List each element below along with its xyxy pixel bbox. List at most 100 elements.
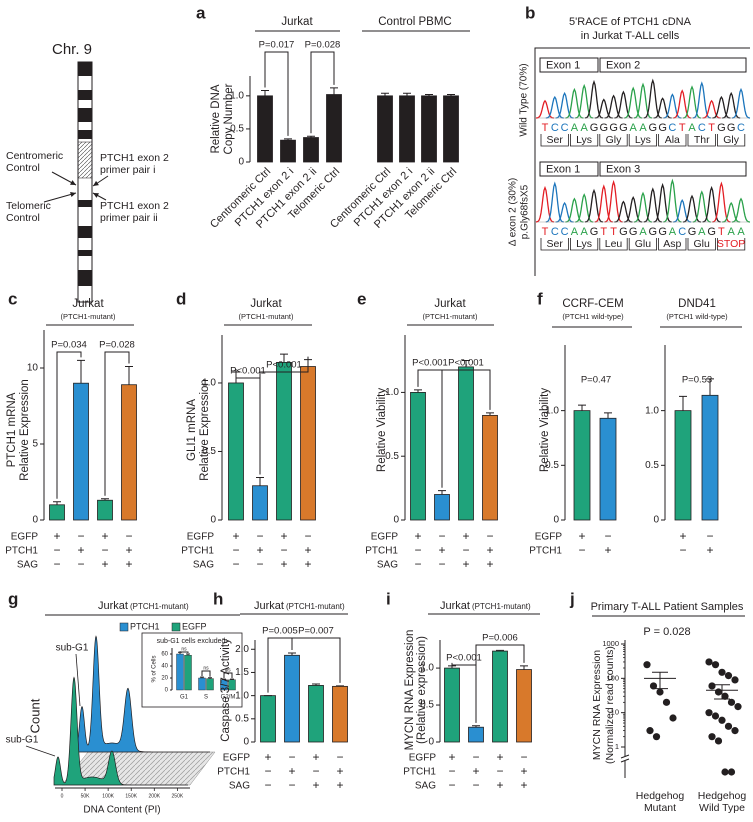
- p-value: P<0.001: [446, 653, 482, 664]
- condition-name: PTCH1: [365, 546, 398, 557]
- chromatogram-peak: [633, 191, 653, 223]
- data-point: [708, 682, 716, 690]
- amino-acid: STOP: [717, 238, 745, 250]
- significance-bracket: [179, 651, 189, 653]
- x-tick-label: Hedgehog Wild Type: [698, 790, 747, 814]
- chromatogram-peak: [653, 182, 672, 223]
- histogram-back: [77, 635, 210, 753]
- race-title: in Jurkat T-ALL cells: [581, 30, 680, 42]
- error-bar: [706, 378, 714, 396]
- base: A: [688, 122, 696, 134]
- chart-subtitle: (PTCH1-mutant): [472, 602, 531, 611]
- y-axis-label: MYCN RNA Expression: [404, 630, 416, 751]
- condition-sign: +: [125, 557, 132, 571]
- panel-label: a: [196, 3, 206, 22]
- significance-bracket: [264, 51, 289, 136]
- p-value: P<0.001: [412, 358, 448, 369]
- bar: [260, 695, 276, 743]
- panel-label: e: [357, 289, 366, 308]
- condition-name: SAG: [229, 781, 250, 792]
- y-axis-label: % of Cells: [152, 655, 158, 682]
- condition-sign: −: [101, 543, 108, 557]
- y-axis-label: (Normalized read counts): [604, 646, 616, 764]
- group-title: Jurkat: [281, 16, 313, 28]
- chromatogram-peak: [633, 82, 653, 119]
- p-value: P=0.005: [262, 626, 298, 637]
- data-point: [727, 768, 736, 776]
- condition-name: EGFP: [409, 753, 437, 764]
- base: G: [590, 226, 599, 238]
- pointer: [25, 745, 56, 757]
- chart-title: CCRF-CEM: [562, 298, 623, 310]
- bar: [49, 504, 65, 521]
- amino-acid: Gly: [723, 134, 740, 146]
- y-axis-label: Relative Expression: [19, 379, 31, 481]
- y-tick-label: 100: [606, 673, 619, 682]
- bar: [458, 366, 474, 521]
- exon-box: [599, 57, 747, 73]
- condition-sign: +: [280, 557, 287, 571]
- condition-name: PTCH1: [403, 767, 436, 778]
- exon-box: [599, 161, 747, 177]
- data-point: [721, 692, 729, 700]
- condition-sign: −: [125, 529, 132, 543]
- bar: [492, 650, 508, 743]
- bar: [198, 677, 206, 691]
- chart-title: Primary T-ALL Patient Samples: [591, 601, 744, 613]
- sem-bar: [652, 671, 668, 690]
- error-bar: [679, 395, 687, 411]
- condition-sign: −: [520, 750, 527, 764]
- condition-sign: +: [256, 543, 263, 557]
- chromatogram-peak: [624, 196, 643, 223]
- codon-bracket: [687, 238, 716, 251]
- g-subtitle: (PTCH1-mutant): [130, 602, 189, 611]
- y-tick-label: 1: [615, 742, 619, 751]
- condition-sign: +: [520, 778, 527, 792]
- chromatogram-peak: [692, 190, 711, 223]
- significance-bracket: [310, 51, 335, 134]
- trace-label: Δ exon 2 (30%): [508, 178, 519, 246]
- condition-sign: −: [448, 778, 455, 792]
- amino-acid: Lys: [576, 238, 592, 250]
- panel-label: b: [525, 3, 535, 22]
- p-value: P=0.47: [581, 375, 611, 386]
- chromatogram-peak: [535, 185, 555, 223]
- condition-sign: +: [706, 543, 713, 557]
- chart-subtitle: (PTCH1-mutant): [238, 312, 294, 321]
- chromosome-band: [78, 90, 92, 100]
- chromosome-label: PTCH1 exon 2: [100, 152, 169, 164]
- condition-sign: −: [706, 529, 713, 543]
- bar: [326, 94, 342, 163]
- error-bar: [307, 135, 315, 138]
- arrow: [43, 192, 77, 203]
- error-bar: [284, 138, 292, 141]
- condition-sign: −: [256, 557, 263, 571]
- bar: [97, 499, 113, 521]
- codon-bracket: [570, 134, 599, 147]
- base: G: [707, 226, 716, 238]
- exon-label: Exon 1: [546, 59, 580, 71]
- base: G: [590, 122, 599, 134]
- bar: [257, 95, 273, 163]
- bar: [206, 678, 214, 691]
- panel-label: h: [213, 589, 223, 608]
- sub-g1-label: sub-G1: [56, 643, 89, 654]
- data-point: [711, 661, 720, 669]
- panel-label: j: [569, 589, 575, 608]
- x-axis-label: DNA Content (PI): [83, 805, 160, 816]
- x-tick-label: Hedgehog Mutant: [636, 790, 685, 814]
- error-bar: [403, 92, 411, 96]
- significance-bracket: [56, 351, 82, 499]
- exon-label: Exon 3: [606, 163, 640, 175]
- base: G: [609, 122, 618, 134]
- base: C: [678, 226, 686, 238]
- sub-g1-label: sub-G1: [6, 735, 39, 746]
- error-bar: [472, 725, 480, 728]
- amino-acid: Lys: [635, 134, 651, 146]
- condition-name: PTCH1: [181, 546, 214, 557]
- condition-sign: +: [288, 764, 295, 778]
- amino-acid: Asp: [663, 238, 681, 250]
- codon-bracket: [717, 238, 746, 251]
- chromosome-label: PTCH1 exon 2: [100, 200, 169, 212]
- base: G: [619, 226, 628, 238]
